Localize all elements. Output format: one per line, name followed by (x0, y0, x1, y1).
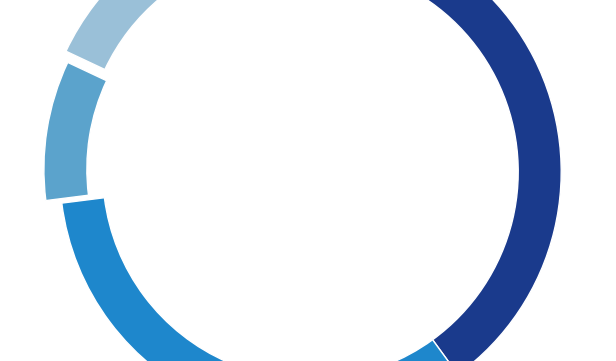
Circle shape (180, 41, 441, 302)
Wedge shape (233, 0, 561, 361)
Wedge shape (44, 62, 107, 201)
Wedge shape (66, 0, 160, 70)
Wedge shape (62, 198, 458, 361)
